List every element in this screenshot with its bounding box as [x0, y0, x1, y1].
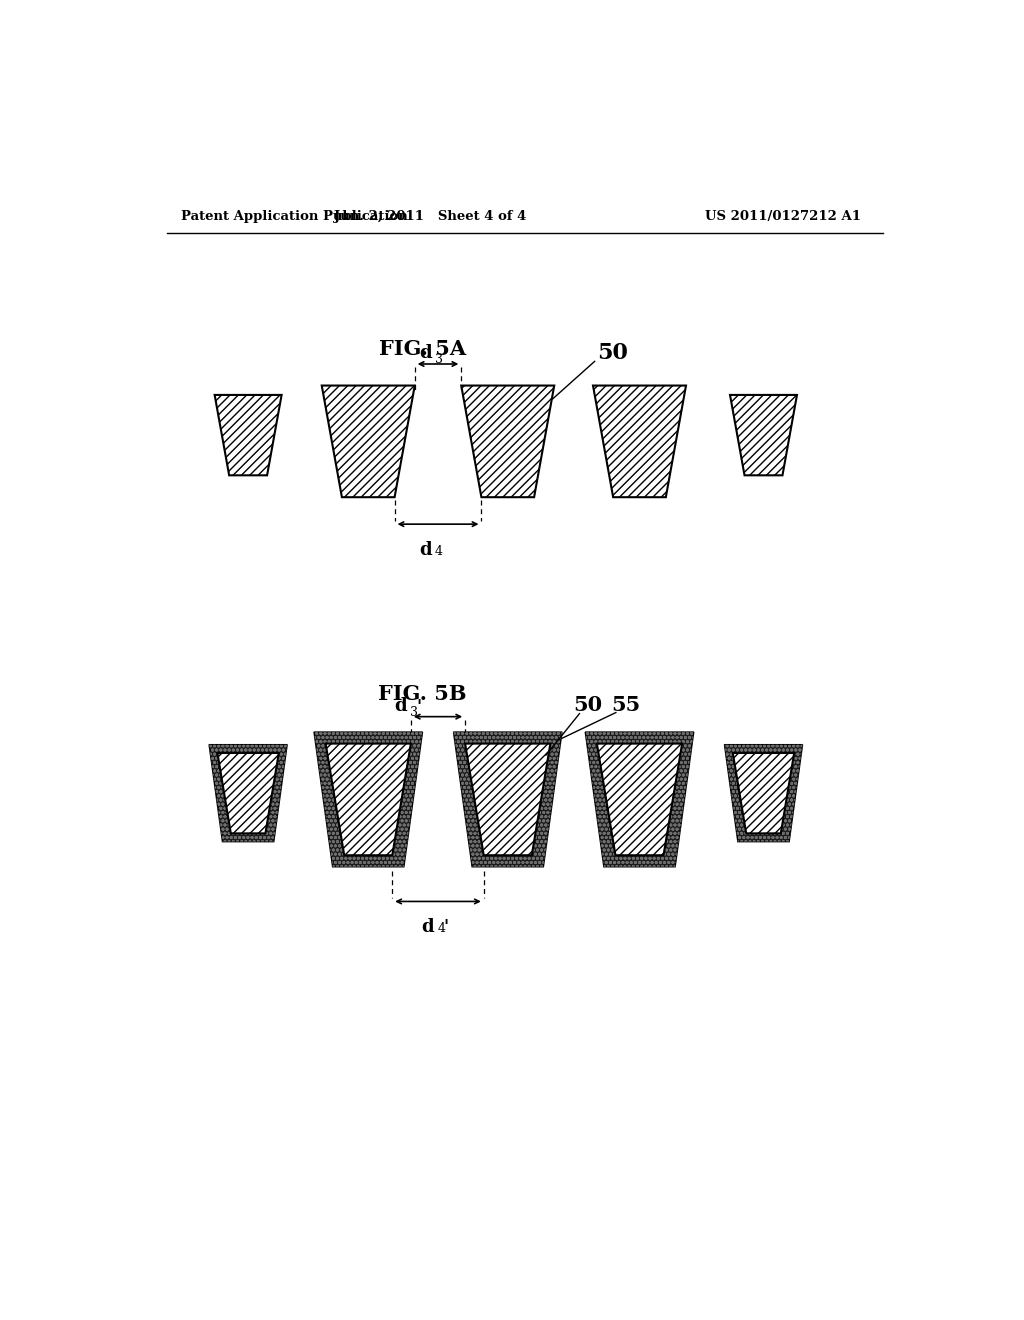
Polygon shape — [593, 385, 686, 498]
Text: d: d — [422, 919, 434, 936]
Polygon shape — [326, 743, 411, 855]
Text: 3: 3 — [410, 706, 418, 719]
Text: 4: 4 — [437, 923, 445, 936]
Text: d: d — [394, 697, 407, 715]
Polygon shape — [586, 733, 693, 867]
Text: ': ' — [443, 919, 449, 936]
Polygon shape — [465, 743, 550, 855]
Text: 4: 4 — [435, 545, 443, 558]
Polygon shape — [597, 743, 682, 855]
Polygon shape — [322, 385, 415, 498]
Polygon shape — [217, 752, 279, 833]
Text: 3: 3 — [435, 354, 443, 367]
Text: FIG. 5A: FIG. 5A — [379, 339, 466, 359]
Polygon shape — [724, 744, 803, 842]
Text: d: d — [419, 345, 432, 363]
Text: 50: 50 — [597, 342, 628, 364]
Text: US 2011/0127212 A1: US 2011/0127212 A1 — [706, 210, 861, 223]
Polygon shape — [314, 733, 423, 867]
Text: Jun. 2, 2011   Sheet 4 of 4: Jun. 2, 2011 Sheet 4 of 4 — [334, 210, 526, 223]
Text: ': ' — [417, 698, 422, 715]
Text: Patent Application Publication: Patent Application Publication — [180, 210, 408, 223]
Polygon shape — [209, 744, 287, 842]
Text: FIG. 5B: FIG. 5B — [378, 684, 467, 704]
Polygon shape — [215, 395, 282, 475]
Polygon shape — [454, 733, 562, 867]
Polygon shape — [461, 385, 554, 498]
Text: d: d — [419, 541, 432, 560]
Text: 55: 55 — [611, 696, 640, 715]
Polygon shape — [730, 395, 797, 475]
Text: 50: 50 — [573, 696, 603, 715]
Polygon shape — [733, 752, 795, 833]
